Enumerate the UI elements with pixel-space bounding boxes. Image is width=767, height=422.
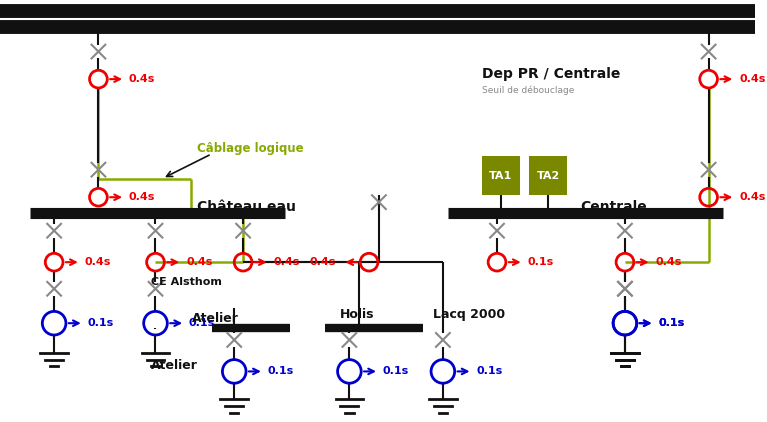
Text: 0.4s: 0.4s [186, 257, 212, 267]
Text: 0.1s: 0.1s [658, 318, 685, 328]
Text: Atelier: Atelier [192, 312, 239, 325]
Text: CE Alsthom: CE Alsthom [150, 277, 222, 287]
Text: Holis: Holis [340, 308, 374, 321]
Text: Château eau: Château eau [197, 200, 296, 214]
Text: 0.4s: 0.4s [656, 257, 682, 267]
Text: Dep PR / Centrale: Dep PR / Centrale [482, 67, 621, 81]
Text: 0.4s: 0.4s [739, 74, 765, 84]
FancyBboxPatch shape [482, 156, 520, 195]
Text: 0.1s: 0.1s [189, 318, 216, 328]
Text: Centrale: Centrale [581, 200, 647, 214]
Text: 0.1s: 0.1s [528, 257, 554, 267]
FancyBboxPatch shape [529, 156, 567, 195]
Text: 0.4s: 0.4s [309, 257, 335, 267]
Text: Seuil de débouclage: Seuil de débouclage [482, 85, 574, 95]
Text: 0.1s: 0.1s [658, 318, 685, 328]
Text: 0.4s: 0.4s [129, 192, 155, 202]
Text: Atelier: Atelier [150, 359, 197, 372]
Text: Lacq 2000: Lacq 2000 [433, 308, 505, 321]
Text: 0.1s: 0.1s [268, 366, 294, 376]
Text: 0.4s: 0.4s [84, 257, 111, 267]
Text: TA1: TA1 [489, 170, 512, 181]
Text: 0.1s: 0.1s [87, 318, 114, 328]
Text: 0.4s: 0.4s [739, 192, 765, 202]
Text: Câblage logique: Câblage logique [197, 141, 304, 154]
Text: 0.1s: 0.1s [476, 366, 502, 376]
Text: 0.4s: 0.4s [129, 74, 155, 84]
Text: 0.4s: 0.4s [274, 257, 300, 267]
Text: 0.1s: 0.1s [383, 366, 409, 376]
Text: TA2: TA2 [537, 170, 560, 181]
